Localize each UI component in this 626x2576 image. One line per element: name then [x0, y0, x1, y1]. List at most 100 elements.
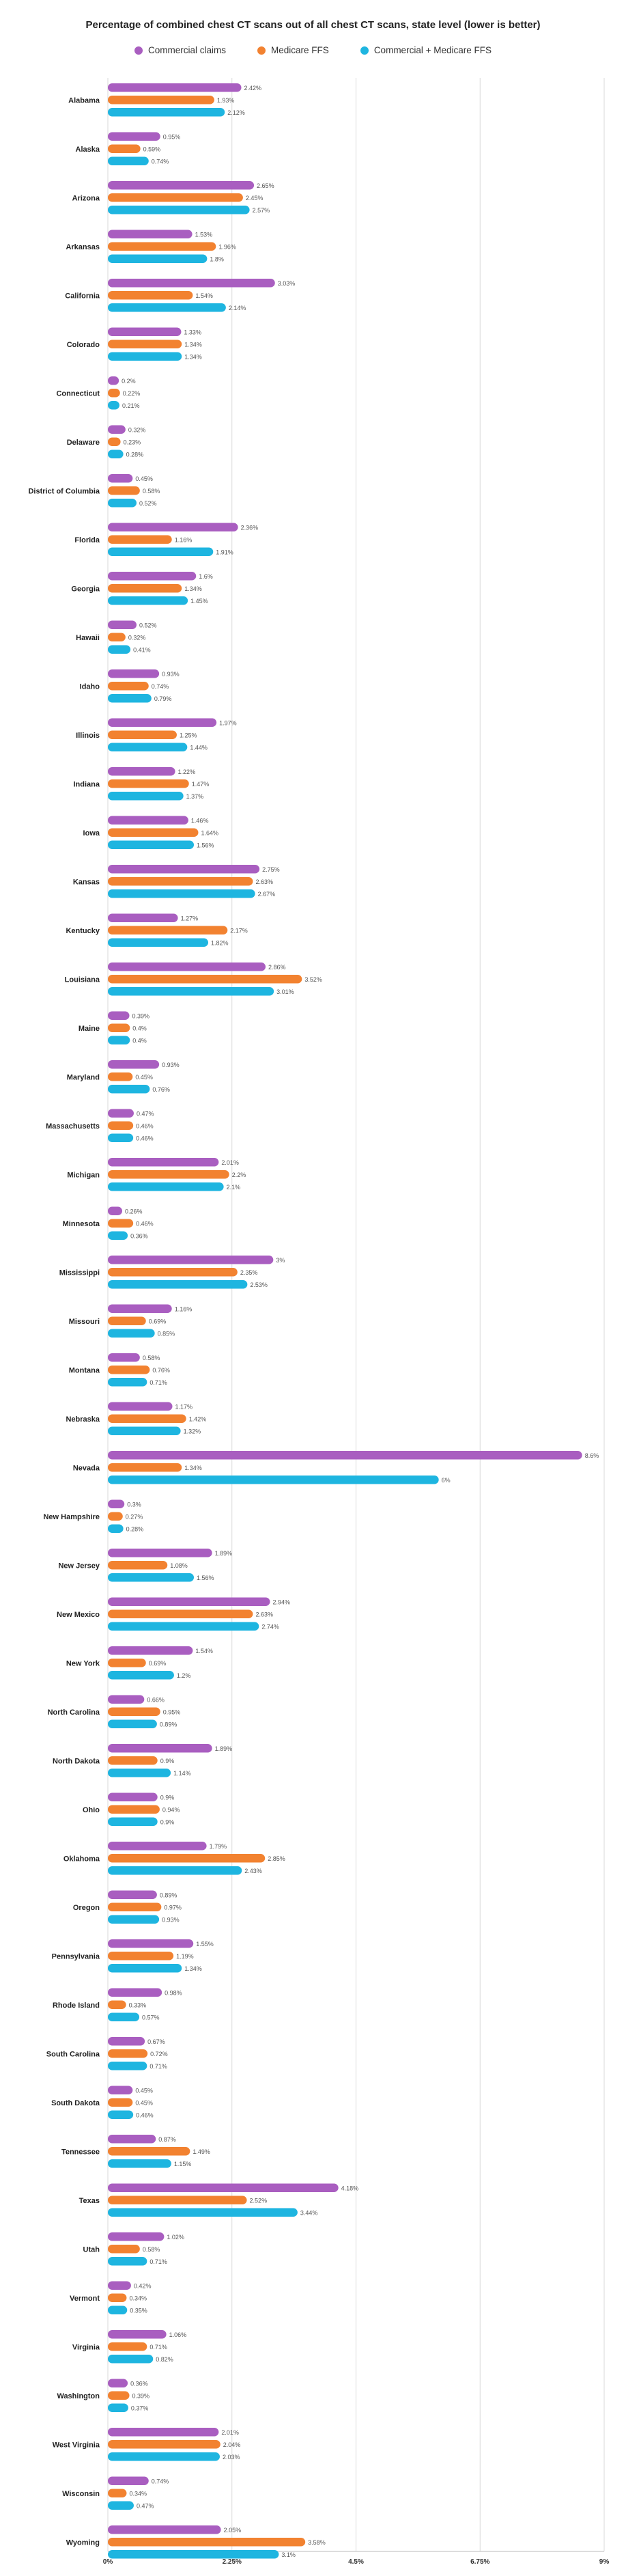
x-tick-label: 6.75%	[470, 2558, 489, 2566]
bar	[108, 962, 266, 971]
category-label: Colorado	[67, 341, 100, 349]
data-label: 0.46%	[136, 1220, 154, 1227]
bar	[108, 1756, 158, 1765]
data-label: 0.95%	[163, 1708, 181, 1715]
data-label: 2.14%	[229, 305, 246, 311]
chart-legend: Commercial claims Medicare FFS Commercia…	[0, 45, 626, 55]
data-label: 2.35%	[240, 1269, 258, 1276]
bar	[108, 1964, 182, 1973]
category-label: Delaware	[67, 439, 100, 447]
data-label: 1.49%	[193, 2148, 210, 2155]
data-label: 3%	[276, 1257, 285, 1264]
category-label: Missouri	[69, 1318, 100, 1326]
bar	[108, 1378, 147, 1387]
bar	[108, 2110, 134, 2119]
bar	[108, 730, 177, 739]
data-label: 1.79%	[210, 1843, 227, 1850]
data-label: 2.67%	[258, 891, 276, 898]
data-label: 0.4%	[132, 1025, 147, 1031]
data-label: 1.34%	[184, 1965, 202, 1972]
bar	[108, 2489, 127, 2497]
data-label: 0.34%	[129, 2490, 147, 2497]
bar	[108, 2355, 154, 2364]
bar	[108, 437, 121, 446]
bar	[108, 1426, 181, 1435]
bar	[108, 242, 216, 251]
data-label: 0.97%	[164, 1904, 182, 1911]
category-label: Pennsylvania	[52, 1952, 100, 1961]
data-label: 0.37%	[131, 2405, 149, 2411]
data-label: 2.36%	[241, 524, 259, 531]
data-label: 0.87%	[158, 2136, 176, 2143]
category-label: New Jersey	[58, 1562, 100, 1570]
bar	[108, 1609, 253, 1618]
data-label: 2.86%	[268, 964, 286, 971]
bar	[108, 669, 160, 678]
data-label: 0.59%	[143, 146, 161, 152]
data-label: 0.71%	[150, 2063, 167, 2070]
data-label: 2.01%	[221, 2429, 239, 2436]
bar	[108, 718, 217, 727]
bar	[108, 108, 225, 117]
bar	[108, 1549, 212, 1557]
bar	[108, 779, 189, 788]
bar	[108, 1939, 194, 1948]
bar	[108, 425, 126, 434]
data-label: 2.52%	[250, 2197, 268, 2204]
category-label: Virginia	[72, 2343, 100, 2351]
category-label: Utah	[83, 2245, 100, 2254]
category-label: Idaho	[80, 682, 100, 691]
legend-item-combined: Commercial + Medicare FFS	[360, 45, 492, 55]
data-label: 0.9%	[160, 1818, 175, 1825]
bar	[108, 83, 242, 92]
bar	[108, 2525, 221, 2534]
data-label: 1.34%	[184, 353, 202, 360]
data-label: 2.53%	[250, 1282, 268, 1288]
category-label: North Dakota	[53, 1757, 100, 1765]
bar	[108, 2232, 165, 2241]
bar	[108, 1646, 193, 1655]
bar	[108, 1329, 155, 1338]
bar	[108, 975, 302, 984]
data-label: 0.66%	[147, 1696, 165, 1703]
category-label: Iowa	[83, 829, 100, 837]
bar	[108, 2342, 147, 2351]
category-label: Oregon	[73, 1904, 100, 1912]
data-label: 0.28%	[126, 451, 144, 458]
bar	[108, 1231, 128, 1240]
bar	[108, 376, 119, 385]
category-label: North Carolina	[48, 1708, 100, 1717]
data-label: 0.74%	[152, 2478, 169, 2484]
data-label: 0.94%	[162, 1806, 180, 1813]
data-label: 1.46%	[191, 817, 209, 824]
category-label: Rhode Island	[53, 2002, 100, 2010]
bar	[108, 389, 120, 398]
bar	[108, 1659, 146, 1667]
bar	[108, 1036, 130, 1044]
data-label: 0.47%	[137, 2502, 154, 2509]
bar	[108, 193, 243, 202]
data-label: 0.28%	[126, 1525, 144, 1532]
data-label: 1.37%	[186, 793, 204, 800]
bar	[108, 1671, 174, 1680]
category-label: Alabama	[68, 96, 100, 105]
legend-label-commercial: Commercial claims	[148, 45, 227, 55]
data-label: 0.76%	[152, 1086, 170, 1093]
legend-label-combined: Commercial + Medicare FFS	[373, 45, 492, 55]
data-label: 2.42%	[244, 85, 261, 92]
data-label: 1.45%	[190, 598, 208, 605]
bar	[108, 2391, 130, 2400]
bar	[108, 682, 149, 691]
bar	[108, 1573, 195, 1582]
bar	[108, 865, 260, 874]
data-label: 0.4%	[132, 1037, 147, 1044]
data-label: 0.98%	[165, 1989, 182, 1996]
bar	[108, 144, 141, 153]
bar	[108, 743, 188, 751]
bar	[108, 2501, 134, 2510]
bar	[108, 1792, 158, 1801]
data-label: 0.95%	[163, 133, 181, 140]
data-label: 0.71%	[150, 2344, 167, 2351]
data-label: 1.15%	[174, 2161, 192, 2168]
category-label: Hawaii	[76, 634, 100, 642]
